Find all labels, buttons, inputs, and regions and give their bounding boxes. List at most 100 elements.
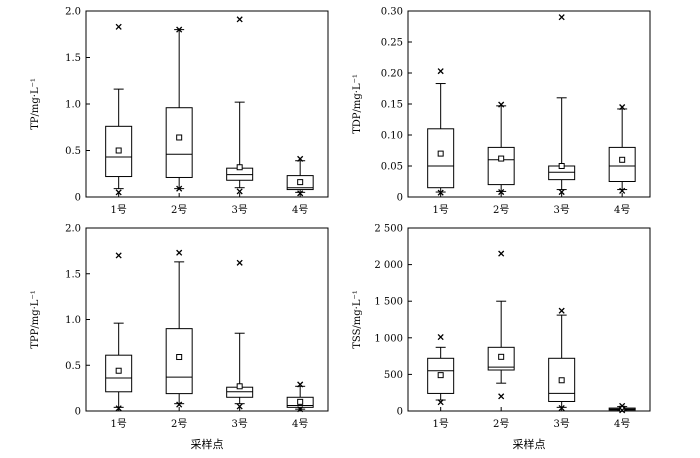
panel1-outlier-marker: [115, 23, 122, 30]
panel3-outlier-marker: [236, 403, 243, 410]
panel3-mean-marker: [236, 383, 243, 390]
panel2-ytick-label: 0: [397, 193, 403, 204]
panel4-xtick-label: 1号: [432, 418, 448, 430]
panel1-xtick-label: 3号: [231, 204, 247, 216]
panel3-outlier-marker: [297, 406, 304, 413]
panel1-mean-marker: [297, 179, 304, 186]
panel4-mean-marker: [498, 353, 505, 360]
panel4-outlier-marker: [498, 393, 505, 400]
panel1-xtick-label: 1号: [110, 204, 126, 216]
panel3-outlier-marker: [176, 401, 183, 408]
panel3-outlier-marker: [176, 249, 183, 256]
panel2-outlier-marker: [558, 14, 565, 21]
panel2-xtick-label: 1号: [432, 204, 448, 216]
panel3-mean-marker: [115, 367, 122, 374]
panel1-xtick-label: 4号: [292, 204, 308, 216]
panel2-outlier-marker: [498, 101, 505, 108]
panel2-outlier-marker: [437, 189, 444, 196]
panel1-ytick-label: 1.0: [65, 100, 81, 111]
panel2-mean-marker: [558, 163, 565, 169]
panel4-ytick-label: 1 500: [374, 297, 403, 308]
panel2-outlier-marker: [619, 104, 626, 111]
panel3-outlier-marker: [115, 252, 122, 259]
panel3-ytick-label: 0.5: [65, 361, 81, 372]
panel2-box: [487, 146, 515, 186]
panel1-xtick-label: 2号: [171, 204, 187, 216]
panel2-ytick-label: 0.15: [381, 100, 403, 111]
panel4-mean-marker: [437, 372, 444, 379]
panel4-outlier-marker: [619, 407, 626, 414]
panel1-ytick-label: 1.5: [65, 53, 81, 64]
panel2-outlier-marker: [437, 68, 444, 75]
panel3-x-axis-label: 采样点: [191, 437, 224, 451]
panel4-mean-marker: [558, 377, 565, 384]
panel4-frame: [407, 227, 651, 412]
panel1-ytick-label: 2.0: [65, 7, 81, 18]
panel1-outlier-marker: [176, 26, 183, 33]
panel2-ytick-label: 0.05: [381, 162, 403, 173]
panel2-ytick-label: 0.30: [381, 7, 403, 18]
panel4-outlier-marker: [498, 250, 505, 257]
panel2-xtick-label: 4号: [614, 204, 630, 216]
panel2-y-axis-label: TDP/mg·L⁻¹: [352, 74, 363, 134]
panel3-ytick-label: 1.0: [65, 315, 81, 326]
panel3-mean-marker: [297, 398, 304, 405]
panel4-ytick-label: 500: [384, 370, 403, 381]
panel3-outlier-marker: [297, 381, 304, 388]
panel3-mean-marker: [176, 354, 183, 361]
panel3-xtick-label: 3号: [231, 418, 247, 430]
panel3-y-axis-label: TPP/mg·L⁻¹: [30, 290, 41, 349]
panel2-xtick-label: 2号: [493, 204, 509, 216]
panel1-outlier-marker: [236, 188, 243, 195]
panel4-outlier-marker: [558, 405, 565, 412]
panel2-box: [427, 128, 455, 189]
panel2-outlier-marker: [619, 187, 626, 194]
panel2-ytick-label: 0.20: [381, 69, 403, 80]
panel3-ytick-label: 0: [75, 407, 81, 418]
panel2-ytick-label: 0.25: [381, 38, 403, 49]
panel3-ytick-label: 1.5: [65, 269, 81, 280]
panel1-ytick-label: 0.5: [65, 146, 81, 157]
panel4-xtick-label: 2号: [493, 418, 509, 430]
panel2-ytick-label: 0.10: [381, 131, 403, 142]
panel4-xtick-label: 4号: [614, 418, 630, 430]
panel4-outlier-marker: [558, 307, 565, 314]
panel1-mean-marker: [236, 164, 243, 171]
panel4-ytick-label: 2 500: [374, 224, 403, 235]
panel1-outlier-marker: [236, 16, 243, 23]
panel2-mean-marker: [498, 155, 505, 162]
panel3-outlier-marker: [236, 259, 243, 266]
panel2-outlier-marker: [498, 188, 505, 196]
panel4-x-axis-label: 采样点: [513, 437, 546, 451]
panel1-outlier-marker: [115, 189, 122, 196]
panel3-xtick-label: 1号: [110, 418, 126, 430]
panel2-outlier-marker: [558, 188, 565, 196]
panel4-outlier-marker: [437, 399, 444, 406]
panel1-y-axis-label: TP/mg·L⁻¹: [30, 78, 41, 130]
panel3-xtick-label: 2号: [171, 418, 187, 430]
panel4-outlier-marker: [619, 402, 626, 409]
panel4-ytick-label: 0: [397, 407, 403, 418]
panel1-box: [165, 107, 193, 178]
panel2-mean-marker: [619, 156, 626, 163]
panel3-xtick-label: 4号: [292, 418, 308, 430]
panel2-box: [608, 146, 636, 182]
panel4-ytick-label: 1 000: [374, 333, 403, 344]
panel4-xtick-label: 3号: [553, 418, 569, 430]
panel4-ytick-label: 2 000: [374, 260, 403, 271]
panel1-mean-marker: [176, 134, 183, 141]
panel4-y-axis-label: TSS/mg·L⁻¹: [352, 290, 363, 349]
panel1-outlier-marker: [297, 190, 304, 197]
panel1-outlier-marker: [297, 155, 304, 162]
panel3-box: [165, 328, 193, 395]
panel1-outlier-marker: [176, 185, 183, 192]
panel2-mean-marker: [437, 150, 444, 157]
panel2-xtick-label: 3号: [553, 204, 569, 216]
panel4-outlier-marker: [437, 334, 444, 341]
panel1-mean-marker: [115, 147, 122, 154]
panel3-outlier-marker: [115, 405, 122, 412]
panel3-ytick-label: 2.0: [65, 224, 81, 235]
panel1-ytick-label: 0: [75, 193, 81, 204]
